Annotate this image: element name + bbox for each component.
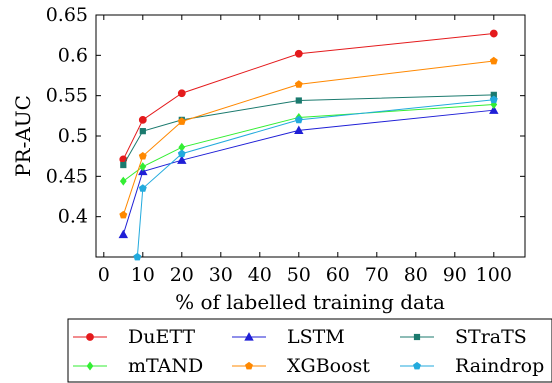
data-point [295,97,302,104]
series-line [122,60,494,216]
y-tick-label: 0.5 [58,125,88,147]
series-raindrop [133,95,498,261]
x-tick-label: 80 [404,264,428,286]
data-point [139,162,147,172]
x-tick-label: 10 [131,264,155,286]
data-point [120,161,127,169]
series-mtand [119,100,498,186]
x-tick-label: 20 [170,264,194,286]
series-strats [120,91,497,169]
data-point [489,56,498,65]
x-tick-label: 60 [326,264,350,286]
legend-item-mtand: mTAND [73,355,203,377]
data-point [119,155,128,164]
series-lstm [118,105,499,239]
y-tick-label: 0.45 [46,165,88,187]
data-point [294,125,304,135]
legend-item-strats: STraTS [400,326,527,348]
data-point [177,89,186,98]
legend-marker [244,332,254,341]
data-point [138,115,147,124]
legend-label: STraTS [455,326,527,348]
legend-item-duett: DuETT [73,326,195,348]
y-axis-label: PR-AUC [11,95,35,177]
x-tick-label: 70 [365,264,389,286]
legend-label: XGBoost [287,355,370,377]
x-tick-label: 100 [476,264,512,286]
legend-marker [413,333,421,341]
data-point [139,128,146,135]
y-tick-label: 0.55 [46,85,88,107]
data-point [489,29,498,38]
legend-label: DuETT [128,326,195,348]
data-point [294,115,303,124]
data-point [294,49,303,58]
data-point [489,95,498,104]
legend-box [67,318,552,383]
legend: DuETT LSTM STraTS mTAND XGBoost Raindrop [67,318,552,383]
x-tick-label: 40 [248,264,272,286]
legend-label: LSTM [287,326,345,348]
data-point [119,210,128,219]
data-point [119,176,127,186]
x-tick-label: 90 [443,264,467,286]
x-tick-label: 50 [287,264,311,286]
data-point [294,80,303,88]
data-point [489,105,499,114]
legend-label: Raindrop [455,355,544,377]
series-xgboost [119,56,498,219]
legend-item-raindrop: Raindrop [400,355,544,377]
legend-marker [86,361,94,371]
data-point [177,149,186,158]
legend-marker [245,361,253,370]
x-axis-label: % of labelled training data [175,290,445,314]
y-tick-label: 0.65 [46,4,88,26]
legend-item-xgboost: XGBoost [232,355,370,377]
legend-marker [86,333,94,341]
x-tick-label: 0 [98,264,110,286]
data-point [177,117,186,125]
tick-layer: 0 10 20 30 40 50 60 70 80 90 100 0.4 0.45 0.5 0.55 0.6 0… [46,4,525,286]
legend-label: mTAND [128,355,203,377]
data-point [177,155,187,164]
x-tick-label: 30 [209,264,233,286]
data-point [138,151,147,160]
data-point [138,184,147,192]
plot-frame [95,14,526,258]
legend-marker [413,361,421,370]
series-layer [118,29,499,261]
legend-item-lstm: LSTM [232,326,345,348]
data-point [133,252,142,261]
series-line [136,99,494,258]
data-point [118,229,129,239]
y-tick-label: 0.4 [58,206,88,228]
series-line [122,109,494,235]
y-tick-label: 0.6 [58,44,88,66]
